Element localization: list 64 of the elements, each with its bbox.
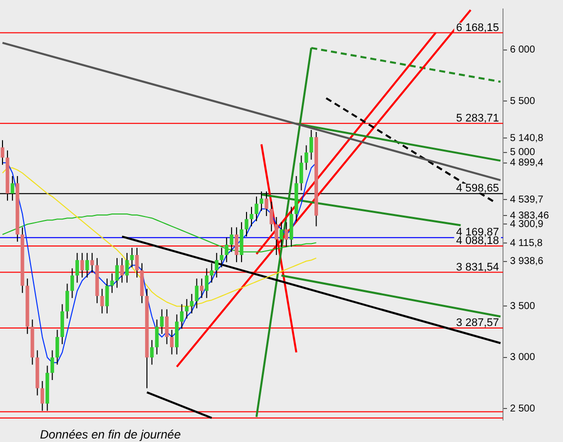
candlestick	[224, 237, 228, 263]
candlestick	[280, 222, 284, 248]
candlestick	[100, 288, 104, 314]
candlestick	[50, 350, 54, 381]
y-tick-label: 3 000	[510, 352, 536, 364]
candlestick	[190, 293, 194, 314]
ref-line-label: 3 831,54	[456, 261, 499, 274]
candlestick	[160, 308, 164, 334]
y-tick-label: 5 500	[510, 96, 536, 107]
candlestick	[135, 247, 139, 278]
candlestick	[274, 216, 278, 256]
candlestick	[250, 206, 254, 227]
y-tick-label: 5 000	[510, 147, 536, 158]
y-tick-label: 2 500	[510, 403, 536, 414]
candlestick	[80, 252, 84, 278]
candlestick	[105, 278, 109, 314]
candlestick	[204, 268, 208, 299]
candlestick	[40, 380, 44, 412]
candlestick	[194, 278, 199, 309]
candlestick	[155, 319, 159, 355]
y-tick-label: 3 500	[510, 300, 536, 312]
y-tick-label: 4 539,7	[510, 194, 544, 206]
ref-line-label: 3 287,57	[456, 317, 499, 330]
y-tick-label: 4 383,46	[510, 210, 550, 222]
candlestick	[184, 298, 189, 320]
candlestick	[234, 226, 238, 263]
y-tick-label: 4 899,4	[510, 158, 544, 169]
candlestick	[85, 252, 89, 278]
candlestick	[214, 252, 218, 278]
candlestick	[270, 201, 274, 232]
candlestick	[254, 196, 258, 222]
candlestick	[70, 268, 74, 299]
ref-line-label: 4 598,65	[456, 182, 499, 195]
y-tick-label: 5 140,8	[510, 132, 544, 144]
candlestick	[75, 252, 79, 284]
y-tick-label: 4 115,8	[510, 238, 544, 249]
candlestick	[55, 329, 60, 366]
y-tick-label: 6 000	[510, 44, 536, 56]
candlestick	[284, 222, 288, 248]
y-tick-label: 3 938,6	[510, 256, 544, 268]
candlestick	[120, 258, 124, 284]
y-tick-label: 4 300,9	[510, 218, 544, 230]
candlestick	[130, 247, 134, 268]
candlestick	[125, 252, 129, 284]
candlestick	[0, 140, 4, 166]
candlestick	[115, 258, 119, 288]
candlestick	[65, 283, 70, 320]
candlestick	[170, 329, 174, 355]
text: Données en fin de journée	[40, 427, 182, 442]
candlestick	[210, 262, 214, 284]
candlestick	[165, 308, 169, 345]
candlestick	[90, 252, 94, 273]
candlestick	[220, 247, 224, 268]
candlestick	[110, 272, 114, 294]
candlestick	[304, 144, 308, 170]
candlestick	[180, 304, 184, 330]
candlestick	[200, 278, 204, 299]
candlestick	[230, 226, 234, 252]
candlestick	[150, 340, 154, 366]
ref-line-label: 5 283,71	[456, 112, 499, 124]
candlestick	[300, 155, 304, 191]
candlestick	[309, 129, 314, 160]
ref-line-label: 6 168,15	[456, 22, 499, 34]
candlestick	[244, 211, 248, 238]
